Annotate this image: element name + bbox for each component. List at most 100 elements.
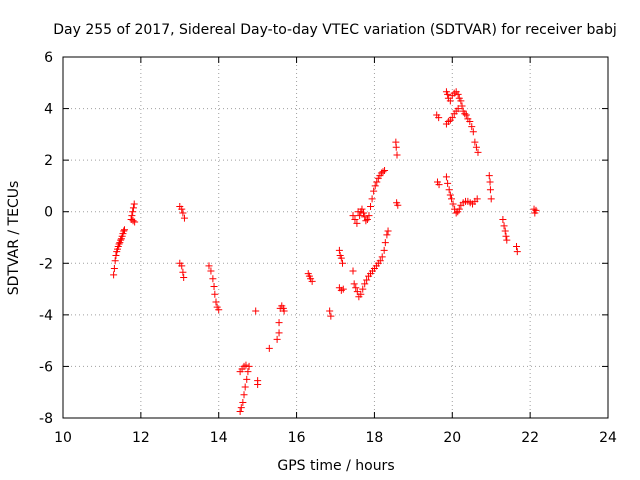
data-point [435,114,443,122]
data-point [112,252,120,260]
data-point [368,195,376,203]
data-point [449,200,457,208]
x-tick-label: 22 [521,430,539,446]
y-tick-labels: -8 -6 -4 -2 0 2 4 6 [39,50,53,427]
data-point [500,222,508,230]
data-point [178,205,186,213]
data-point [241,383,249,391]
data-point [457,97,465,105]
data-marks [110,88,540,416]
data-point [252,307,260,315]
data-point [445,186,453,194]
data-point [444,90,452,98]
data-point [236,408,244,416]
data-point [179,268,187,276]
data-point [180,214,188,222]
data-point [446,97,454,105]
data-point [384,227,392,235]
data-point [486,186,494,194]
data-point [179,209,187,217]
x-axis-label: GPS time / hours [277,458,394,474]
data-point [110,264,118,272]
data-point [501,227,509,235]
data-point [244,368,252,376]
data-point [308,277,316,285]
x-tick-label: 24 [599,430,617,446]
data-point [129,217,137,225]
y-tick-label: 6 [44,50,53,66]
chart-title: Day 255 of 2017, Sidereal Day-to-day VTE… [53,22,616,38]
data-point [280,307,288,315]
data-point [444,179,452,187]
x-tick-label: 12 [132,430,150,446]
data-point [485,172,493,180]
plot-border [62,56,609,419]
x-tick-label: 20 [443,430,461,446]
y-tick-label: -8 [39,411,53,427]
data-point [211,290,219,298]
data-point [339,259,347,267]
data-point [237,404,245,412]
data-point [335,246,343,254]
data-point [393,151,401,159]
data-point [462,111,470,119]
data-point [129,204,137,212]
data-point [115,240,123,248]
data-point [240,391,248,399]
data-point [378,253,386,261]
data-point [205,262,213,270]
data-point [275,319,283,327]
data-point [349,267,357,275]
grid-lines [63,57,608,418]
axis-ticks [62,56,609,419]
data-point [486,178,494,186]
data-point [474,148,482,156]
data-point [326,307,334,315]
data-point [357,290,365,298]
y-tick-label: -6 [39,359,53,375]
x-tick-label: 10 [54,430,72,446]
data-point [350,280,358,288]
data-point [370,187,378,195]
data-point [180,273,188,281]
data-point [353,288,361,296]
data-point [178,262,186,270]
data-point [371,182,379,190]
data-point [363,276,371,284]
data-point [499,215,507,223]
data-point [392,143,400,151]
data-point [337,254,345,262]
data-point [362,217,370,225]
data-point [383,231,391,239]
data-point [352,284,360,292]
data-point [363,215,371,223]
data-point [110,271,118,279]
y-tick-label: -4 [39,308,53,324]
data-point [513,243,521,251]
x-tick-labels: 10 12 14 16 18 20 22 24 [54,430,617,446]
data-point [379,168,387,176]
data-point [275,329,283,337]
data-point [380,246,388,254]
data-point [353,219,361,227]
data-point [265,344,273,352]
data-point [373,178,381,186]
data-point [458,102,466,110]
y-tick-label: 4 [44,102,53,118]
data-point [367,203,375,211]
data-point [454,105,462,113]
data-point [454,90,462,98]
x-tick-label: 18 [366,430,384,446]
data-point [361,280,369,288]
data-point [120,227,128,235]
data-point [381,239,389,247]
y-axis-label: SDTVAR / TECUs [6,181,22,296]
data-point [452,209,460,217]
data-point [358,205,366,213]
data-point [376,257,384,265]
data-point [351,215,359,223]
data-point [243,375,251,383]
data-point [209,275,217,283]
data-point [242,361,250,369]
